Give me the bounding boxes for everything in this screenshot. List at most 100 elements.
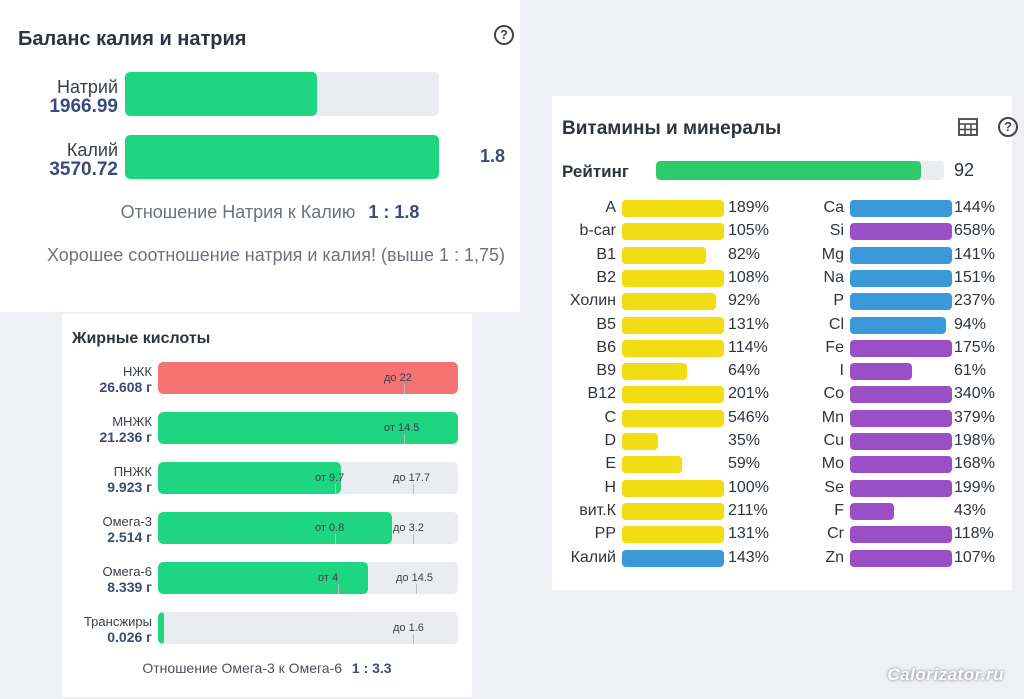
potassium-label: Калий <box>66 140 118 160</box>
fat-row-marker: от 14.5 <box>384 422 420 434</box>
vitamin-bar <box>622 502 724 520</box>
mineral-label: Fe <box>825 338 844 356</box>
vitamin-label: A <box>605 199 616 216</box>
omega-ratio-line: Отношение Омега-3 к Омега-6 1 : 3.3 <box>62 660 472 676</box>
fat-row-tick <box>335 484 336 494</box>
mineral-bar <box>850 200 952 217</box>
mineral-label: Se <box>824 478 844 496</box>
fat-row-track <box>158 362 458 394</box>
ratio-value: 1 : 1.8 <box>368 202 420 222</box>
balance-message: Хорошее соотношение натрия и калия! (выш… <box>46 245 506 265</box>
mineral-bar <box>850 386 952 404</box>
ratio-side-value: 1.8 <box>480 146 506 166</box>
help-circle-icon[interactable]: ? <box>494 25 514 45</box>
potassium-value: 3570.72 <box>49 159 118 180</box>
vitamin-label: вит.К <box>579 501 616 519</box>
mineral-label: Cr <box>827 525 844 543</box>
mineral-label: Zn <box>825 548 844 566</box>
mineral-percent: 340% <box>954 385 995 403</box>
vitamin-label: B2 <box>596 268 616 286</box>
mineral-percent: 141% <box>954 245 995 263</box>
fat-row-tick <box>404 434 405 444</box>
vitamin-label: B6 <box>596 338 616 356</box>
vitamin-bar <box>622 316 724 334</box>
ratio-text: Отношение Натрия к Калию <box>120 202 356 222</box>
vitamin-percent: 143% <box>728 548 769 566</box>
rating-track <box>656 161 944 180</box>
vitamin-label: C <box>604 408 616 426</box>
vitamin-bar <box>622 223 724 241</box>
fat-row-bar <box>158 362 458 394</box>
mineral-label: Co <box>823 385 844 403</box>
fat-row-label: ПНЖК <box>113 464 152 479</box>
mineral-percent: 118% <box>954 525 994 543</box>
mineral-bar <box>850 526 952 544</box>
fat-row-bar <box>158 462 341 494</box>
mineral-percent: 237% <box>954 292 995 310</box>
mineral-percent: 198% <box>954 432 995 449</box>
fat-row-marker: до 14.5 <box>396 572 434 584</box>
mineral-label: Mn <box>821 408 844 426</box>
fat-row-track <box>158 512 458 544</box>
fat-row-track <box>158 462 458 494</box>
vitamin-percent: 100% <box>728 478 769 496</box>
vitamin-bar <box>622 339 724 357</box>
vitamins-panel: Витамины и минералы ? Рейтинг 92 A 189% b-… <box>552 96 1018 590</box>
mineral-percent: 94% <box>954 315 987 333</box>
vitamin-bar <box>622 200 724 217</box>
vitamin-label: Калий <box>570 548 616 566</box>
vitamin-percent: 211% <box>728 501 768 519</box>
fat-row-track <box>158 562 458 594</box>
vitamin-percent: 64% <box>728 362 761 380</box>
mineral-label: Mo <box>821 455 844 473</box>
mineral-label: P <box>833 292 844 310</box>
vitamin-percent: 82% <box>728 245 761 263</box>
vitamin-label: H <box>604 478 616 496</box>
mineral-bar <box>850 293 952 311</box>
fat-row-marker: до 1.6 <box>393 622 424 634</box>
fat-row-bar <box>158 412 458 444</box>
potassium-bar <box>125 135 439 179</box>
fat-row-label: НЖК <box>123 364 152 379</box>
fat-row-track <box>158 612 458 644</box>
mineral-percent: 379% <box>954 408 995 426</box>
vitamin-percent: 546% <box>728 408 769 426</box>
sodium-label: Натрий <box>57 77 118 97</box>
vitamin-percent: 201% <box>728 385 769 403</box>
mineral-percent: 175% <box>954 338 995 356</box>
rating-label: Рейтинг <box>562 162 629 181</box>
potassium-track <box>125 135 439 179</box>
vitamin-percent: 131% <box>728 315 769 333</box>
vitamin-label: B5 <box>596 315 616 333</box>
fat-row-value: 21.236 г <box>99 429 152 445</box>
mineral-bar <box>850 246 952 264</box>
mineral-percent: 43% <box>954 501 987 519</box>
vitamin-label: D <box>604 432 616 449</box>
balance-title: Баланс калия и натрия <box>18 28 247 50</box>
fatty-acids-title: Жирные кислоты <box>72 330 211 347</box>
fat-row-value: 8.339 г <box>107 579 152 595</box>
mineral-bar <box>850 223 952 241</box>
help-circle-icon[interactable]: ? <box>998 117 1018 137</box>
vitamin-bar <box>622 526 724 544</box>
mineral-label: Mg <box>821 245 844 263</box>
fat-row-value: 2.514 г <box>107 529 152 545</box>
fat-row-bar <box>158 562 368 594</box>
fat-row-bar <box>158 612 164 644</box>
fat-row-tick <box>338 584 339 594</box>
fat-row-tick <box>416 584 417 594</box>
mineral-percent: 151% <box>954 268 995 286</box>
fat-row-value: 9.923 г <box>107 479 152 495</box>
fat-row-value: 26.608 г <box>99 379 152 395</box>
mineral-bar <box>850 456 952 474</box>
vitamin-label: PP <box>594 525 616 543</box>
mineral-label: I <box>839 362 844 380</box>
vitamin-percent: 114% <box>728 338 768 356</box>
sodium-value: 1966.99 <box>49 96 118 117</box>
fat-row-marker: до 17.7 <box>393 472 431 484</box>
rating-bar <box>656 161 921 180</box>
fat-row-marker: до 3.2 <box>393 522 424 534</box>
fat-row-marker: от 9.7 <box>315 472 345 484</box>
fat-row-label: Трансжиры <box>83 614 152 629</box>
table-icon[interactable] <box>958 118 978 136</box>
